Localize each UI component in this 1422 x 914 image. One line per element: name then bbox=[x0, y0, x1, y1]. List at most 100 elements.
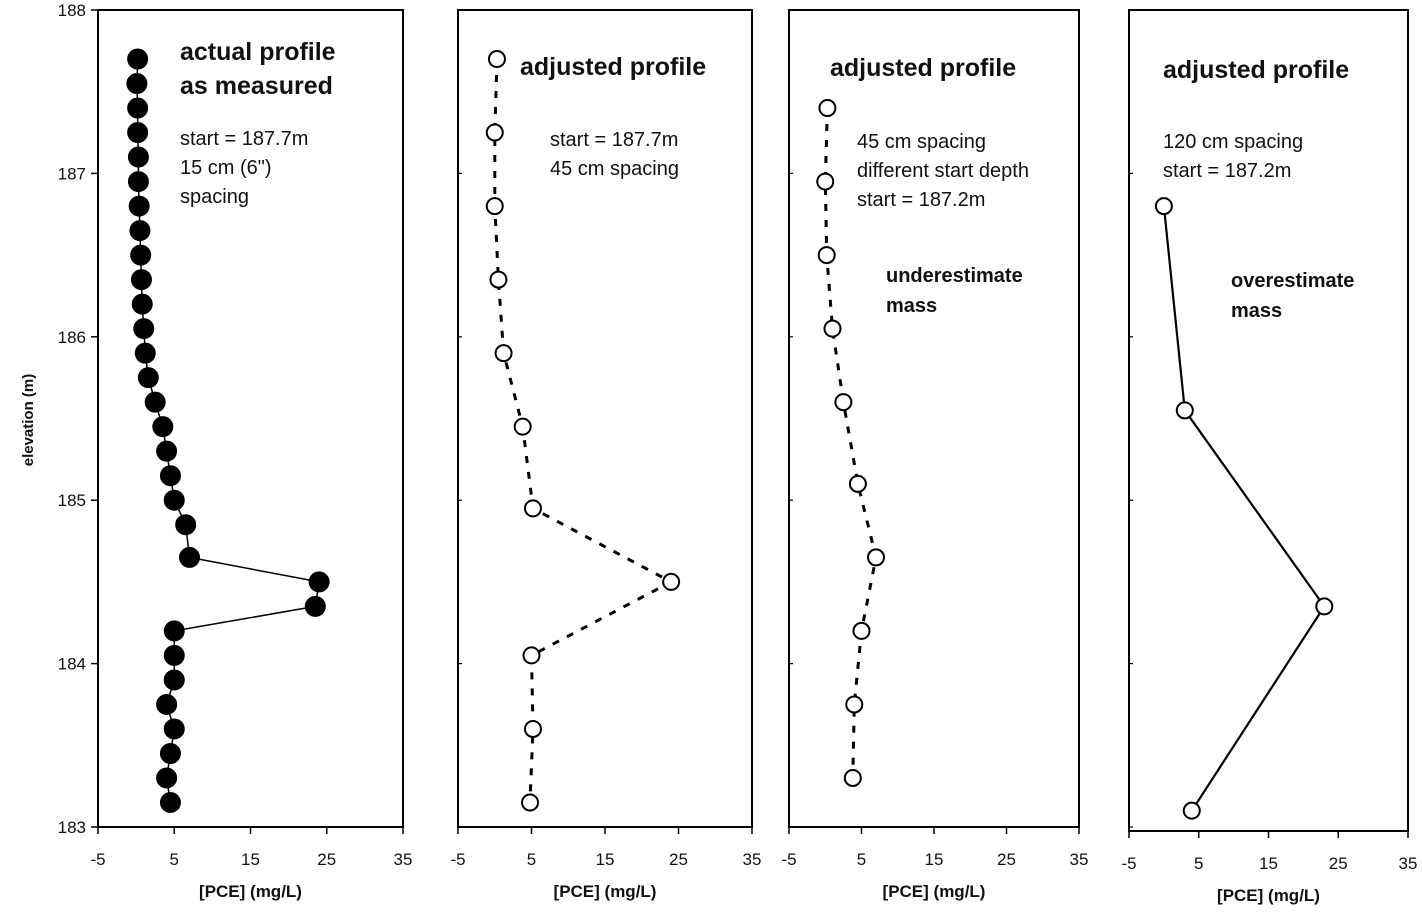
x-tick-label: -5 bbox=[90, 850, 105, 869]
data-point bbox=[127, 48, 149, 70]
data-point bbox=[159, 742, 181, 764]
data-point bbox=[133, 318, 155, 340]
data-point bbox=[522, 646, 541, 665]
data-point bbox=[523, 719, 542, 738]
panel-annotation: spacing bbox=[180, 186, 249, 208]
data-point bbox=[129, 220, 151, 242]
y-tick-label: 188 bbox=[58, 1, 86, 20]
y-tick-label: 185 bbox=[58, 491, 86, 510]
panel-annotation: start = 187.7m bbox=[550, 129, 678, 151]
x-tick-label: 15 bbox=[1259, 854, 1278, 873]
data-point bbox=[304, 595, 326, 617]
x-axis-label: [PCE] (mg/L) bbox=[883, 882, 986, 901]
data-point bbox=[130, 244, 152, 266]
x-tick-label: -5 bbox=[450, 850, 465, 869]
data-point bbox=[127, 171, 149, 193]
data-point bbox=[128, 195, 150, 217]
data-point bbox=[489, 270, 508, 289]
x-tick-label: 25 bbox=[669, 850, 688, 869]
x-tick-label: 5 bbox=[170, 850, 179, 869]
panel-annotation: different start depth bbox=[857, 160, 1029, 182]
data-point bbox=[843, 768, 862, 787]
series-line bbox=[823, 107, 878, 779]
x-tick-label: 25 bbox=[1329, 854, 1348, 873]
data-point bbox=[137, 367, 159, 389]
panel-annotation: 15 cm (6") bbox=[180, 157, 272, 179]
data-point bbox=[823, 319, 842, 338]
x-tick-label: 35 bbox=[1399, 854, 1418, 873]
x-tick-label: -5 bbox=[781, 850, 796, 869]
panel-annotation: 45 cm spacing bbox=[550, 158, 679, 180]
panel-title: adjusted profile bbox=[1163, 56, 1349, 84]
data-point bbox=[818, 99, 837, 118]
data-point bbox=[867, 548, 885, 567]
x-tick-label: 5 bbox=[1194, 854, 1203, 873]
x-tick-label: 15 bbox=[596, 850, 615, 869]
data-point bbox=[1154, 197, 1173, 216]
data-point bbox=[127, 97, 149, 119]
x-tick-label: -5 bbox=[1121, 854, 1136, 873]
data-point bbox=[152, 416, 174, 438]
data-point bbox=[521, 793, 540, 812]
y-axis-label: elevation (m) bbox=[20, 374, 37, 467]
data-point bbox=[1315, 597, 1334, 616]
data-point bbox=[817, 246, 836, 265]
y-tick-label: 186 bbox=[58, 328, 86, 347]
chart-panel-4: -5 5 15 25 35 [PCE] (mg/L) adjusted profile 120… bbox=[1121, 9, 1418, 905]
mass-annotation: mass bbox=[1231, 300, 1282, 322]
data-point bbox=[513, 417, 532, 436]
data-point bbox=[523, 499, 542, 518]
x-tick-label: 5 bbox=[527, 850, 536, 869]
data-point bbox=[163, 644, 185, 666]
data-point bbox=[134, 342, 156, 364]
data-point bbox=[485, 123, 504, 142]
series-line bbox=[1162, 205, 1326, 812]
panel-title: actual profile bbox=[180, 38, 336, 66]
mass-annotation: overestimate bbox=[1231, 270, 1354, 292]
chart-panel-2: -5 5 15 25 35 [PCE] (mg/L) adjusted profile sta… bbox=[450, 9, 761, 901]
chart-panels: -5 5 15 25 35 183 184 185 186 187 188 [PCE] (mg/L) a… bbox=[58, 1, 1418, 905]
data-point bbox=[144, 391, 166, 413]
panel-annotation: start = 187.2m bbox=[1163, 160, 1291, 182]
x-tick-label: 5 bbox=[857, 850, 866, 869]
x-axis-label: [PCE] (mg/L) bbox=[554, 882, 657, 901]
x-tick-label: 25 bbox=[997, 850, 1016, 869]
mass-annotation: mass bbox=[886, 295, 937, 317]
data-point bbox=[487, 50, 506, 69]
panel-annotation: 45 cm spacing bbox=[857, 131, 986, 153]
x-tick-label: 35 bbox=[394, 850, 413, 869]
data-point bbox=[845, 695, 864, 714]
panel-annotation: start = 187.2m bbox=[857, 189, 985, 211]
data-point bbox=[485, 197, 504, 216]
panel-title: adjusted profile bbox=[520, 53, 706, 81]
x-axis-label: [PCE] (mg/L) bbox=[1217, 886, 1320, 905]
data-point bbox=[852, 621, 871, 640]
data-point bbox=[163, 718, 185, 740]
x-tick-label: 15 bbox=[925, 850, 944, 869]
data-point bbox=[127, 146, 149, 168]
x-axis-label: [PCE] (mg/L) bbox=[199, 882, 302, 901]
panel-title: as measured bbox=[180, 72, 333, 100]
data-point bbox=[816, 172, 835, 191]
data-point bbox=[179, 546, 200, 568]
data-point bbox=[131, 293, 153, 315]
data-point bbox=[1175, 401, 1194, 420]
data-point bbox=[126, 73, 148, 95]
data-point bbox=[848, 474, 867, 493]
x-tick-label: 35 bbox=[1070, 850, 1089, 869]
data-point bbox=[159, 791, 181, 813]
data-point bbox=[308, 571, 330, 593]
data-point bbox=[130, 269, 152, 291]
x-tick-label: 15 bbox=[241, 850, 260, 869]
data-point bbox=[834, 393, 853, 412]
chart-panel-3: -5 5 15 25 35 [PCE] (mg/L) adjusted profile 45 … bbox=[781, 9, 1089, 901]
x-tick-label: 25 bbox=[317, 850, 336, 869]
panel-title: adjusted profile bbox=[830, 54, 1016, 82]
y-tick-label: 184 bbox=[58, 655, 86, 674]
data-point bbox=[163, 489, 185, 511]
data-point bbox=[156, 767, 178, 789]
data-point bbox=[159, 465, 181, 487]
chart-panel-1: -5 5 15 25 35 183 184 185 186 187 188 [PCE] (mg/L) a… bbox=[58, 1, 413, 901]
data-point bbox=[156, 440, 178, 462]
data-point bbox=[156, 693, 178, 715]
